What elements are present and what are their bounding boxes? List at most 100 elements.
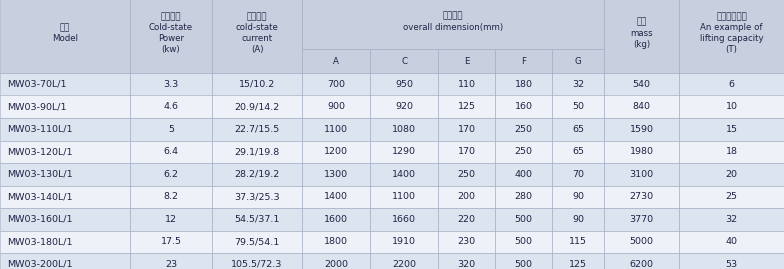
Text: 8.2: 8.2 xyxy=(164,192,179,201)
Text: 200: 200 xyxy=(458,192,476,201)
Bar xyxy=(0,186,130,208)
Bar xyxy=(679,118,784,140)
Text: 6: 6 xyxy=(728,80,735,89)
Text: G: G xyxy=(575,57,582,66)
Text: 冷态功率
Cold-state
Power
(kw): 冷态功率 Cold-state Power (kw) xyxy=(149,12,193,54)
Bar xyxy=(130,163,212,186)
Bar xyxy=(552,49,604,73)
Bar xyxy=(212,140,302,163)
Text: 90: 90 xyxy=(572,192,584,201)
Bar xyxy=(302,186,370,208)
Text: MW03-130L/1: MW03-130L/1 xyxy=(7,170,73,179)
Bar xyxy=(604,0,679,73)
Text: 37.3/25.3: 37.3/25.3 xyxy=(234,192,280,201)
Bar xyxy=(130,95,212,118)
Bar xyxy=(495,231,552,253)
Text: 20.9/14.2: 20.9/14.2 xyxy=(234,102,280,111)
Text: MW03-180L/1: MW03-180L/1 xyxy=(7,237,72,246)
Text: 500: 500 xyxy=(514,260,532,269)
Bar xyxy=(0,208,130,231)
Bar xyxy=(679,186,784,208)
Bar xyxy=(370,163,438,186)
Bar xyxy=(302,253,370,269)
Bar xyxy=(212,95,302,118)
Text: 3100: 3100 xyxy=(630,170,654,179)
Bar xyxy=(552,163,604,186)
Text: 32: 32 xyxy=(725,215,738,224)
Bar xyxy=(130,118,212,140)
Text: 1590: 1590 xyxy=(630,125,654,134)
Text: 170: 170 xyxy=(458,125,476,134)
Text: 170: 170 xyxy=(458,147,476,156)
Bar xyxy=(679,208,784,231)
Bar xyxy=(552,208,604,231)
Text: 40: 40 xyxy=(725,237,738,246)
Bar xyxy=(438,73,495,95)
Bar xyxy=(212,208,302,231)
Bar xyxy=(495,49,552,73)
Bar xyxy=(679,231,784,253)
Text: 840: 840 xyxy=(633,102,651,111)
Text: 17.5: 17.5 xyxy=(161,237,182,246)
Bar xyxy=(370,95,438,118)
Bar xyxy=(679,0,784,73)
Bar xyxy=(438,140,495,163)
Bar xyxy=(302,95,370,118)
Bar xyxy=(212,253,302,269)
Text: F: F xyxy=(521,57,526,66)
Bar xyxy=(552,140,604,163)
Text: 2000: 2000 xyxy=(324,260,348,269)
Text: 15: 15 xyxy=(725,125,738,134)
Text: 1600: 1600 xyxy=(324,215,348,224)
Bar xyxy=(438,163,495,186)
Bar xyxy=(370,186,438,208)
Text: 5: 5 xyxy=(168,125,174,134)
Text: 5000: 5000 xyxy=(630,237,654,246)
Text: 110: 110 xyxy=(458,80,476,89)
Bar xyxy=(212,231,302,253)
Text: 1200: 1200 xyxy=(324,147,348,156)
Text: 53: 53 xyxy=(725,260,738,269)
Bar xyxy=(495,118,552,140)
Bar xyxy=(0,231,130,253)
Text: E: E xyxy=(464,57,470,66)
Bar xyxy=(130,231,212,253)
Text: 54.5/37.1: 54.5/37.1 xyxy=(234,215,280,224)
Text: 540: 540 xyxy=(633,80,651,89)
Bar xyxy=(552,118,604,140)
Bar xyxy=(212,163,302,186)
Bar xyxy=(495,253,552,269)
Bar xyxy=(370,140,438,163)
Text: 250: 250 xyxy=(514,147,532,156)
Text: MW03-120L/1: MW03-120L/1 xyxy=(7,147,72,156)
Bar xyxy=(302,163,370,186)
Bar xyxy=(604,163,679,186)
Bar xyxy=(130,140,212,163)
Text: 50: 50 xyxy=(572,102,584,111)
Text: 1800: 1800 xyxy=(324,237,348,246)
Text: C: C xyxy=(401,57,407,66)
Bar xyxy=(552,186,604,208)
Bar xyxy=(438,49,495,73)
Bar xyxy=(438,186,495,208)
Bar xyxy=(370,253,438,269)
Bar xyxy=(130,0,212,73)
Text: 3770: 3770 xyxy=(630,215,654,224)
Text: 2200: 2200 xyxy=(392,260,416,269)
Bar xyxy=(604,140,679,163)
Bar xyxy=(302,231,370,253)
Bar xyxy=(0,253,130,269)
Text: 1080: 1080 xyxy=(392,125,416,134)
Bar xyxy=(212,186,302,208)
Text: 起重能力举例
An example of
lifting capacity
(T): 起重能力举例 An example of lifting capacity (T… xyxy=(699,12,764,54)
Text: MW03-90L/1: MW03-90L/1 xyxy=(7,102,67,111)
Text: 500: 500 xyxy=(514,237,532,246)
Bar xyxy=(604,95,679,118)
Bar xyxy=(679,253,784,269)
Text: 160: 160 xyxy=(514,102,532,111)
Bar xyxy=(438,95,495,118)
Text: MW03-200L/1: MW03-200L/1 xyxy=(7,260,72,269)
Text: A: A xyxy=(333,57,339,66)
Bar xyxy=(495,95,552,118)
Bar xyxy=(370,73,438,95)
